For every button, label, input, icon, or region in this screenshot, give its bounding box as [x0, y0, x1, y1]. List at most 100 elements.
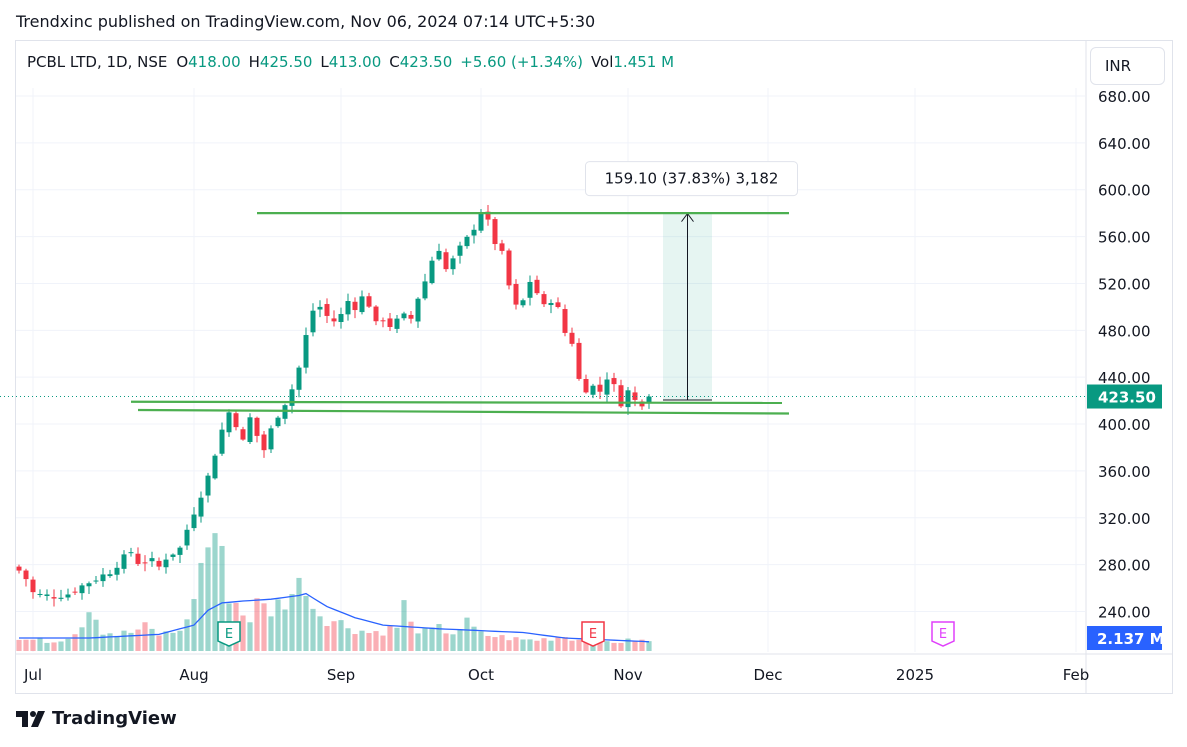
legend-symbol[interactable]: PCBL LTD, 1D, NSE: [27, 53, 168, 71]
earnings-marker: E: [581, 621, 605, 647]
candle: [527, 275, 533, 306]
volume-bar: [485, 635, 491, 651]
time-axis-label: Jul: [23, 666, 42, 684]
legend-volume-label: Vol: [590, 53, 614, 71]
candle: [464, 235, 470, 249]
candle: [387, 313, 393, 331]
currency-button[interactable]: INR: [1090, 47, 1165, 85]
measure-label-box: [585, 161, 798, 197]
candle-body: [422, 281, 428, 299]
level-line: [137, 408, 790, 415]
volume-bar: [646, 641, 652, 651]
last-volume-tag: [1087, 626, 1162, 650]
candle: [436, 243, 442, 261]
volume-bar: [611, 642, 617, 651]
volume-bar: [583, 640, 589, 651]
candle-body: [499, 243, 505, 251]
candle: [247, 413, 253, 444]
volume-bar: [513, 637, 519, 651]
candle-body: [149, 558, 155, 562]
volume-bar: [352, 634, 358, 651]
volume-bar: [464, 617, 470, 651]
volume-bar: [548, 640, 554, 651]
candle-body: [569, 332, 575, 344]
candle-body: [366, 296, 372, 307]
candle-body: [51, 597, 57, 599]
earnings-marker: E: [217, 621, 241, 647]
level-line: [130, 400, 783, 405]
candle: [23, 568, 29, 587]
volume-bar: [359, 630, 365, 651]
candle: [373, 305, 379, 326]
candle: [443, 248, 449, 272]
candle: [177, 545, 183, 564]
volume-bar: [541, 638, 547, 651]
volume-bar: [16, 639, 22, 651]
volume-bar: [100, 634, 106, 651]
volume-bar: [247, 622, 253, 651]
volume-bar: [86, 612, 92, 651]
last-price-tag: [1087, 384, 1162, 409]
volume-bar: [331, 621, 337, 651]
candle: [198, 491, 204, 523]
candle-body: [310, 310, 316, 333]
candle-body: [415, 298, 421, 322]
candles: [16, 204, 652, 607]
volume-bar: [632, 641, 638, 651]
candle: [359, 290, 365, 315]
candle-body: [93, 580, 99, 582]
volume-bar: [37, 637, 43, 651]
candle-body: [576, 342, 582, 379]
volume-bar: [149, 628, 155, 651]
candle-body: [219, 429, 225, 454]
candle-body: [44, 594, 50, 596]
candle-body: [387, 318, 393, 327]
candle-body: [198, 497, 204, 517]
candle: [485, 204, 491, 226]
candle-body: [135, 553, 141, 564]
candle-body: [590, 385, 596, 395]
candle: [352, 297, 358, 319]
volume-bar: [499, 635, 505, 651]
candle: [499, 239, 505, 255]
price-axis-label: 560.00: [1098, 229, 1151, 247]
price-axis-label: 480.00: [1098, 322, 1151, 340]
legend-close-label: C: [389, 53, 400, 71]
volume-bar: [240, 615, 246, 651]
volume-bar: [366, 633, 372, 651]
candle: [471, 224, 477, 244]
volume-bar: [429, 627, 435, 651]
candle-body: [408, 314, 414, 319]
candle: [583, 374, 589, 394]
candle: [226, 409, 232, 437]
candle-body: [156, 560, 162, 567]
volume-bar: [205, 547, 211, 651]
candle: [30, 576, 36, 599]
volume-bar: [51, 642, 57, 651]
footer-brand[interactable]: TradingView: [16, 708, 177, 729]
candle: [415, 297, 421, 328]
candle-body: [142, 562, 148, 564]
measure-label: 159.10 (37.83%) 3,182: [605, 170, 779, 188]
candle: [289, 384, 295, 414]
chart-frame: [15, 40, 1173, 694]
candle-body: [359, 296, 365, 313]
candle-body: [240, 429, 246, 440]
time-axis-label: Feb: [1063, 666, 1090, 684]
candle: [65, 588, 71, 601]
candle-body: [114, 567, 120, 575]
candle: [86, 581, 92, 594]
candle-body: [226, 412, 232, 433]
candle-body: [625, 390, 631, 408]
candle: [72, 587, 78, 595]
last-volume-label: 2.137 M: [1097, 630, 1165, 648]
candle-body: [534, 279, 540, 294]
candle-body: [212, 455, 218, 479]
candle-body: [23, 570, 29, 580]
volume-bar: [156, 635, 162, 651]
volume-bar: [261, 603, 267, 651]
volume-bar: [324, 626, 330, 651]
candle-body: [639, 401, 645, 407]
candle-body: [275, 417, 281, 427]
